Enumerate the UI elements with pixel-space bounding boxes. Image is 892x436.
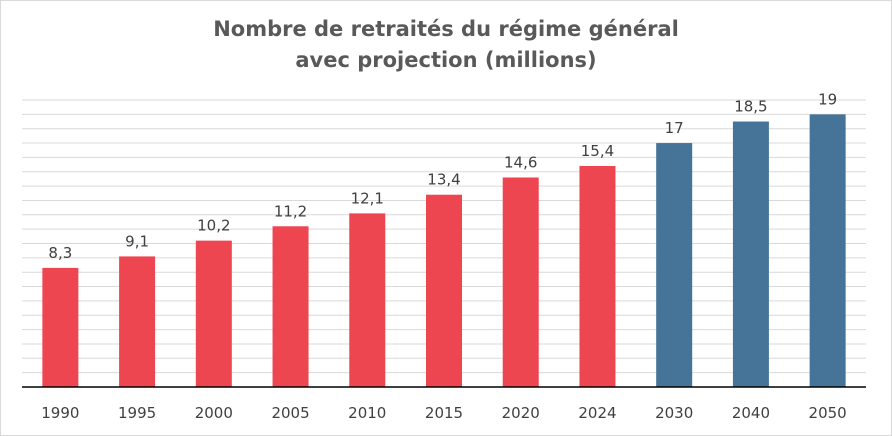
x-tick-label: 2020 [502, 404, 540, 422]
bar [426, 194, 462, 387]
bar [732, 121, 769, 388]
x-tick-label: 2010 [348, 404, 386, 422]
chart-title: Nombre de retraités du régime général av… [213, 17, 679, 72]
data-label: 17 [665, 119, 684, 137]
bar [272, 226, 309, 387]
data-label: 14,6 [504, 153, 537, 171]
bar [502, 177, 539, 387]
x-tick-labels: 1990 1995 2000 2005 2010 2015 2020 2024 2030 2040… [41, 404, 846, 422]
data-label: 12,1 [351, 189, 384, 207]
data-label: 9,1 [125, 232, 149, 250]
x-tick-label: 2000 [195, 404, 233, 422]
bar [579, 166, 616, 387]
x-tick-label: 2005 [271, 404, 309, 422]
x-tick-label: 2050 [809, 404, 847, 422]
bar [42, 267, 79, 387]
bar [119, 256, 156, 387]
x-tick-label: 2040 [732, 404, 770, 422]
data-label: 19 [818, 90, 837, 108]
data-label: 10,2 [197, 217, 230, 235]
x-tick-label: 1995 [118, 404, 156, 422]
data-label: 11,2 [274, 202, 307, 220]
bar [195, 240, 232, 387]
bar [349, 213, 386, 387]
bar [656, 143, 693, 387]
x-tick-label: 1990 [41, 404, 79, 422]
x-tick-label: 2015 [425, 404, 463, 422]
data-label: 8,3 [48, 244, 72, 262]
bars [42, 114, 846, 388]
data-labels: 8,3 9,1 10,2 11,2 12,1 13,4 14,6 15,4 17 18,5 19 [48, 90, 837, 262]
bar [809, 114, 846, 387]
data-label: 15,4 [581, 142, 614, 160]
data-label: 13,4 [427, 171, 460, 189]
data-label: 18,5 [734, 98, 767, 116]
x-tick-label: 2024 [578, 404, 616, 422]
x-tick-label: 2030 [655, 404, 693, 422]
